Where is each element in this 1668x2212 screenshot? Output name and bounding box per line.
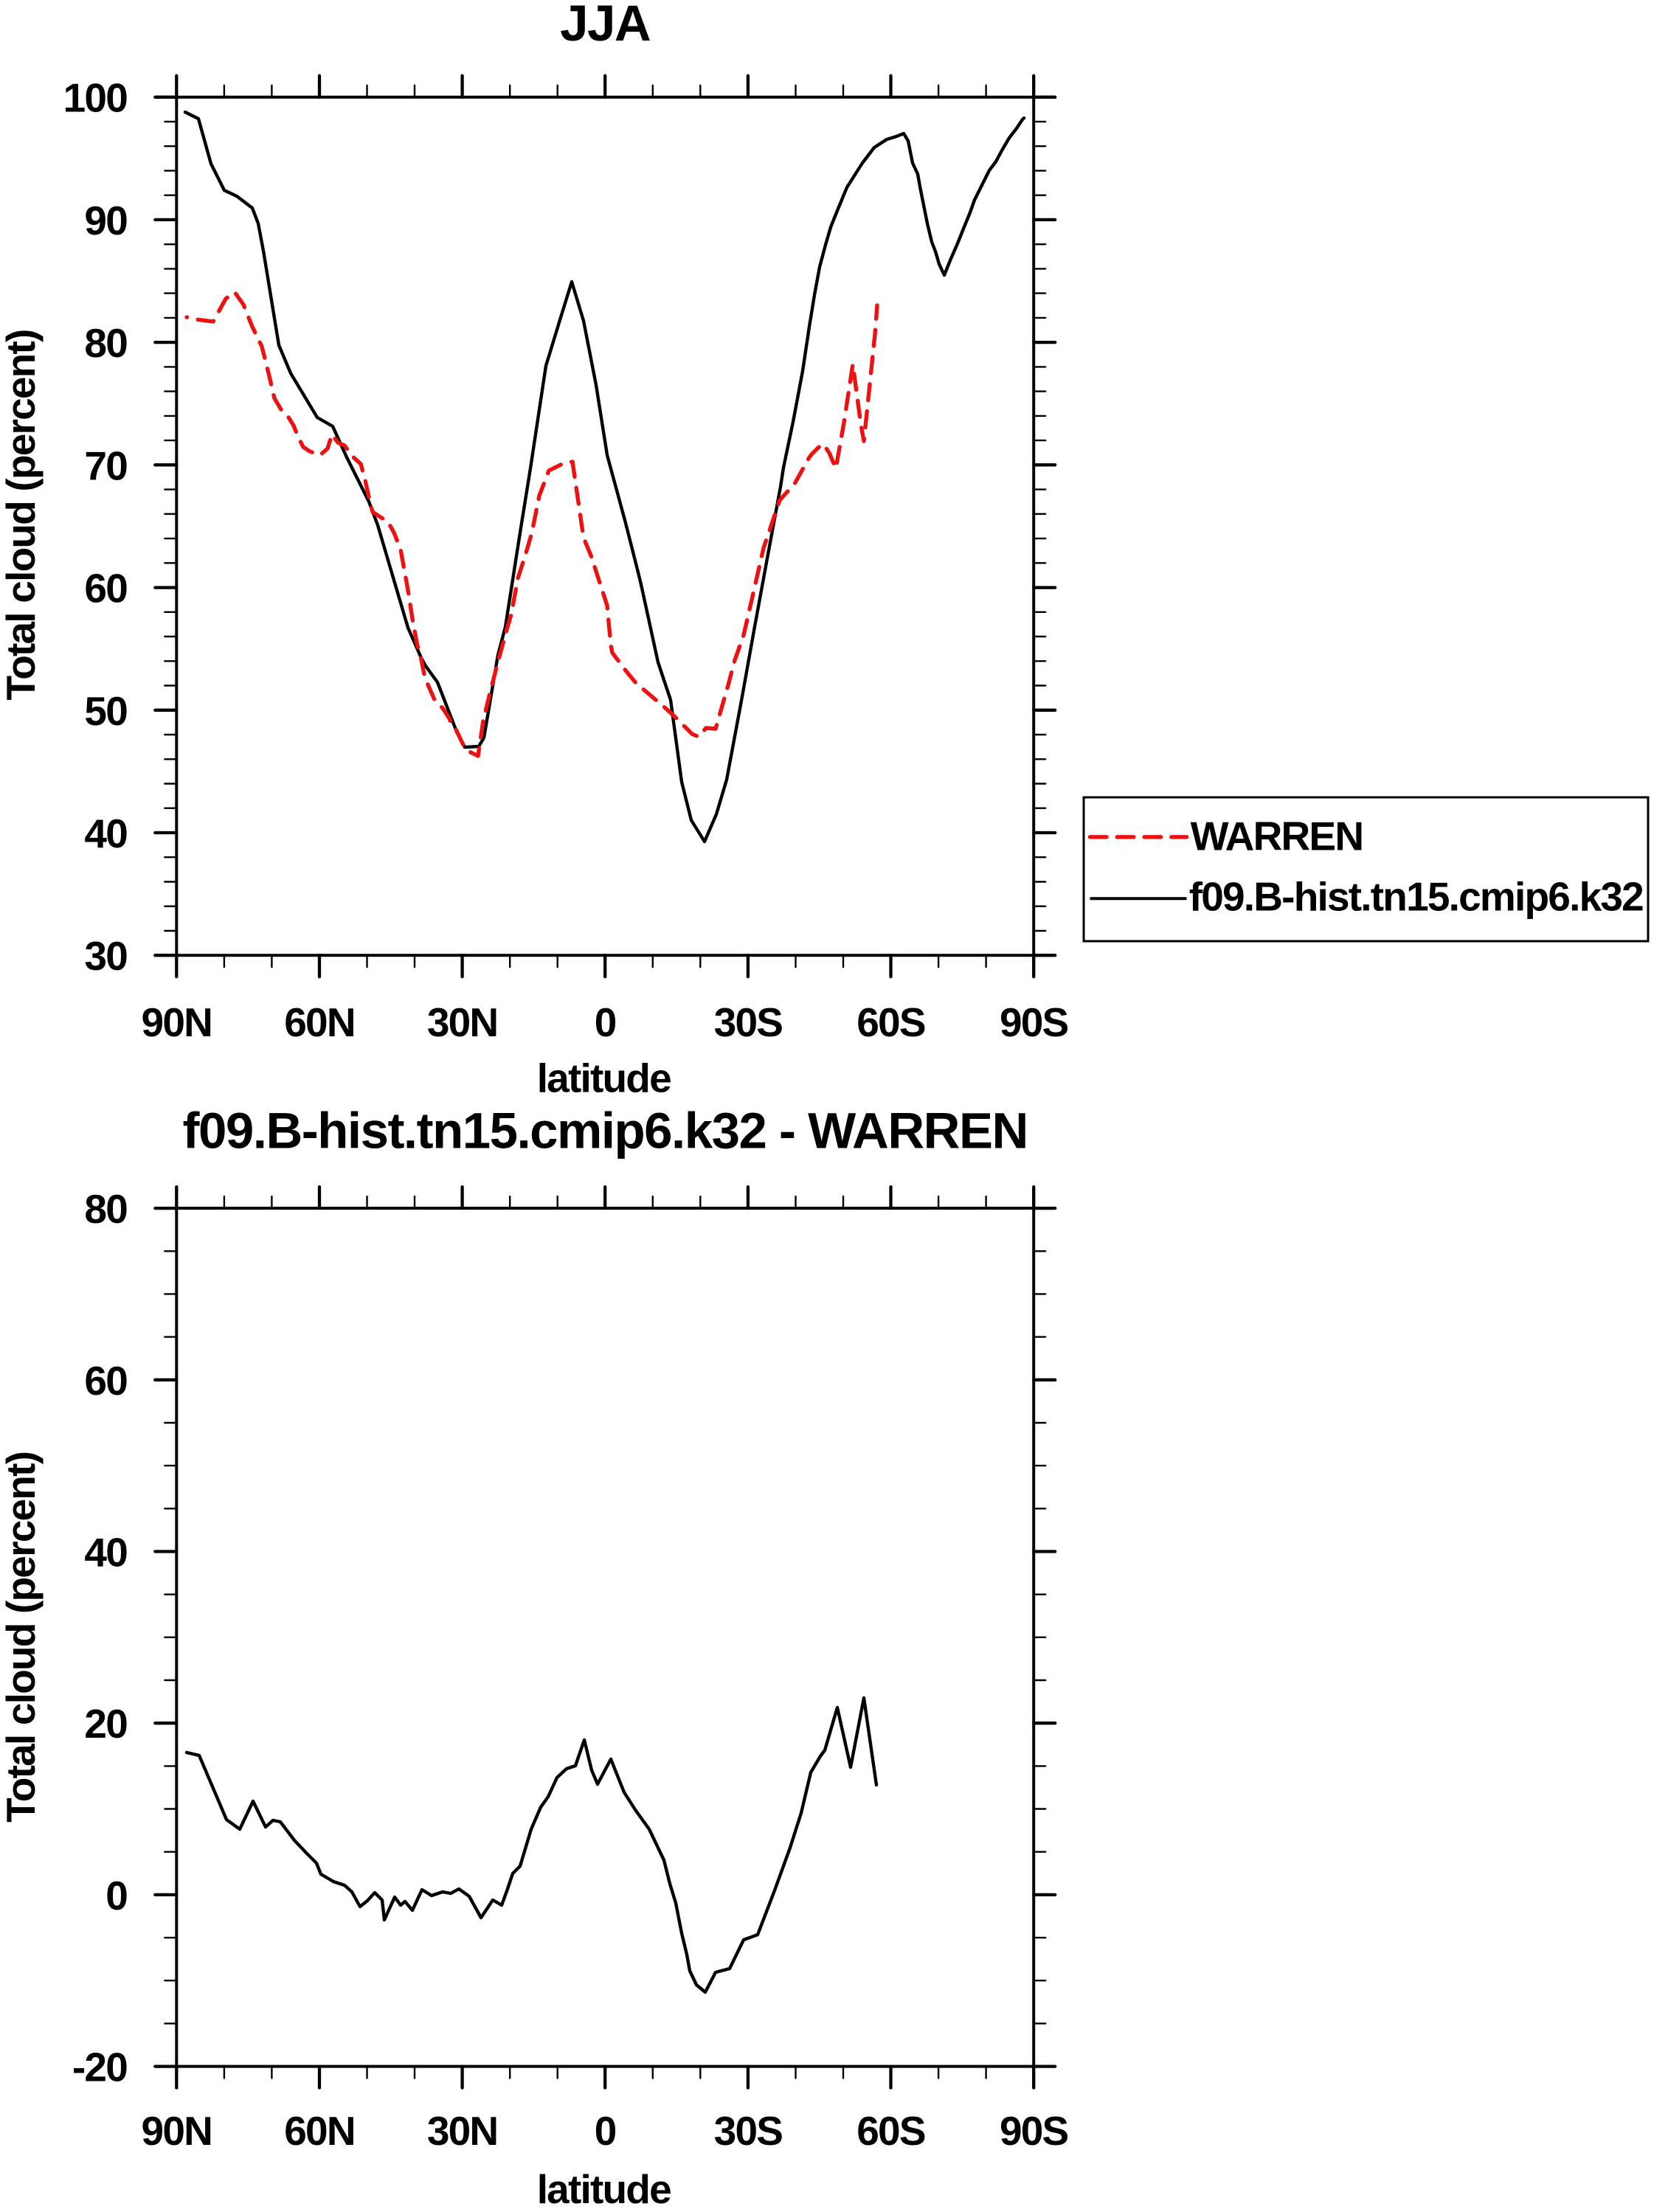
svg-text:60S: 60S (857, 999, 925, 1045)
svg-text:60: 60 (84, 1358, 127, 1404)
svg-text:-20: -20 (72, 2045, 127, 2090)
svg-text:30S: 30S (714, 2108, 783, 2154)
svg-text:Total cloud (percent): Total cloud (percent) (0, 330, 44, 700)
svg-text:70: 70 (84, 443, 127, 488)
svg-text:90S: 90S (1000, 999, 1068, 1045)
svg-text:f09.B-hist.tn15.cmip6.k32: f09.B-hist.tn15.cmip6.k32 (1189, 873, 1643, 919)
svg-text:JJA: JJA (560, 0, 651, 52)
svg-text:20: 20 (84, 1701, 127, 1747)
svg-text:0: 0 (105, 1873, 127, 1918)
svg-text:latitude: latitude (537, 1055, 671, 1101)
svg-text:80: 80 (84, 1186, 127, 1232)
svg-text:60N: 60N (284, 2108, 355, 2154)
svg-text:0: 0 (595, 2108, 616, 2154)
svg-text:WARREN: WARREN (1191, 814, 1363, 859)
svg-text:f09.B-hist.tn15.cmip6.k32 - WA: f09.B-hist.tn15.cmip6.k32 - WARREN (183, 1102, 1028, 1159)
svg-text:80: 80 (84, 320, 127, 366)
svg-text:50: 50 (84, 688, 127, 734)
svg-text:40: 40 (84, 811, 127, 856)
svg-text:90N: 90N (142, 2108, 212, 2154)
svg-text:90: 90 (84, 198, 127, 243)
svg-text:100: 100 (63, 75, 128, 121)
svg-text:Total cloud (percent): Total cloud (percent) (0, 1452, 44, 1823)
svg-text:40: 40 (84, 1530, 127, 1575)
svg-text:60S: 60S (857, 2108, 925, 2154)
svg-text:60: 60 (84, 566, 127, 611)
svg-text:0: 0 (595, 999, 616, 1045)
svg-text:90S: 90S (1000, 2108, 1068, 2154)
svg-text:60N: 60N (284, 999, 355, 1045)
svg-text:90N: 90N (142, 999, 212, 1045)
svg-text:30S: 30S (714, 999, 783, 1045)
svg-text:30N: 30N (427, 999, 498, 1045)
svg-text:30: 30 (84, 933, 127, 979)
svg-text:30N: 30N (427, 2108, 498, 2154)
svg-text:latitude: latitude (537, 2166, 671, 2208)
